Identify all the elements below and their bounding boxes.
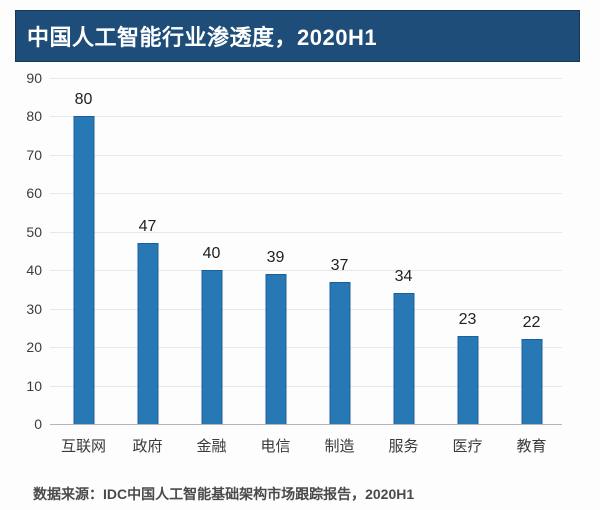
bar [137,243,158,424]
x-axis-category-label: 互联网 [60,438,107,455]
gridline [50,193,562,195]
y-axis-tick-label: 40 [26,262,42,279]
x-axis-category-label: 电信 [260,438,291,455]
data-source-note: 数据来源：IDC中国人工智能基础架构市场跟踪报告，2020H1 [33,486,415,502]
bar-value-label: 40 [202,245,221,263]
y-axis-tick-label: 90 [26,70,42,86]
chart-title: 中国人工智能行业渗透度，2020H1 [27,25,378,50]
x-axis-category-label: 服务 [388,438,419,455]
y-axis-tick-label: 10 [26,377,42,394]
gridline [50,385,562,387]
gridline [50,78,562,79]
bar [457,335,478,424]
x-axis-category-label: 金融 [196,438,227,455]
x-axis-category-label: 政府 [132,438,163,455]
y-axis-tick-label: 20 [26,339,42,356]
gridline [50,231,562,233]
bar-value-label: 37 [330,256,349,274]
x-axis-line [50,424,562,425]
chart-title-banner: 中国人工智能行业渗透度，2020H1 [15,10,580,62]
bar-value-label: 80 [74,91,93,109]
y-axis-tick-label: 0 [34,416,42,432]
x-axis-category-label: 教育 [516,438,547,455]
gridline [50,154,562,156]
x-axis-category-label: 制造 [324,438,355,455]
gridline [50,347,562,349]
bar [73,116,94,424]
bar-value-label: 39 [266,249,285,267]
bar-value-label: 22 [522,314,541,332]
y-axis-tick-label: 70 [26,146,42,163]
bar [329,281,350,424]
bar-value-label: 23 [458,310,477,328]
gridline [50,116,562,118]
bar [393,293,414,424]
bar [521,339,542,424]
x-axis-category-label: 医疗 [452,438,483,455]
y-axis-tick-label: 50 [26,223,42,240]
bar [201,270,222,424]
gridline [50,308,562,310]
y-axis-tick-label: 80 [26,108,42,125]
plot-area: 0 10 20 30 40 50 60 70 80 90 80 互联网 47 政府 40 金融 39 电信 37 制造… [26,70,562,455]
gridline [50,270,562,272]
bar-value-label: 34 [394,268,413,286]
bar-value-label: 47 [138,218,157,236]
y-axis-tick-label: 60 [26,185,42,202]
bar [265,274,286,424]
y-axis-tick-label: 30 [26,300,42,317]
